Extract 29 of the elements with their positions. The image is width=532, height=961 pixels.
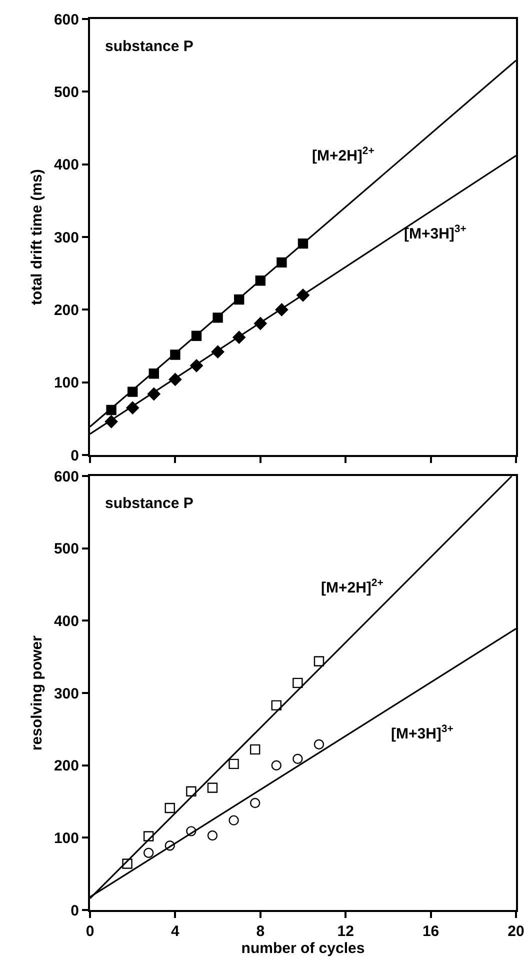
annotation: substance P: [105, 495, 194, 512]
y-tick-label: 0: [70, 902, 79, 920]
x-tick-label: 20: [508, 923, 524, 940]
y-tick-label: 200: [54, 302, 79, 319]
y-tick-label: 400: [54, 612, 79, 630]
y-tick-label: 0: [70, 447, 79, 464]
annotation: substance P: [105, 38, 194, 55]
y-tick-label: 100: [54, 374, 79, 392]
y-tick-label: 100: [54, 830, 79, 847]
y-tick-label: 400: [54, 156, 79, 174]
x-tick-label: 16: [422, 923, 440, 940]
annotation: [M+2H]$^{2+}$: [312, 145, 374, 164]
x-axis-title: number of cycles: [241, 940, 365, 957]
y-tick-label: 500: [54, 540, 79, 558]
y-tick-label: 300: [54, 229, 79, 246]
y-tick-label: 600: [54, 11, 79, 28]
annotation: [M+3H]$^{3+}$: [391, 723, 454, 742]
y-axis-title: resolving power: [28, 635, 46, 751]
y-tick-label: 200: [54, 758, 79, 775]
x-tick-label: 8: [256, 923, 265, 940]
y-axis-title: total drift time (ms): [28, 169, 46, 305]
y-tick-label: 500: [54, 84, 79, 101]
y-tick-label: 300: [54, 685, 79, 702]
y-tick-label: 600: [54, 468, 79, 486]
x-tick-label: 4: [171, 923, 180, 940]
annotation: [M+3H]$^{3+}$: [404, 223, 466, 242]
x-tick-label: 0: [86, 923, 94, 940]
x-tick-label: 12: [337, 923, 354, 940]
annotation: [M+2H]$^{2+}$: [321, 577, 384, 596]
